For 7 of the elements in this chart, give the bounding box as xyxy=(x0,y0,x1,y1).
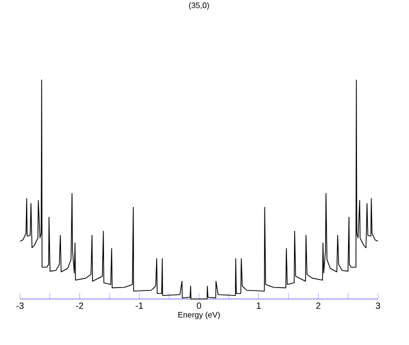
x-tick-label: 0 xyxy=(196,302,202,309)
x-tick-label: -2 xyxy=(76,302,84,309)
x-tick-label: 1 xyxy=(256,302,261,309)
x-tick-label: -3 xyxy=(16,302,24,309)
x-tick-label: 3 xyxy=(376,302,380,309)
x-tick-label: 2 xyxy=(316,302,320,309)
x-tick-label: -1 xyxy=(136,302,143,309)
